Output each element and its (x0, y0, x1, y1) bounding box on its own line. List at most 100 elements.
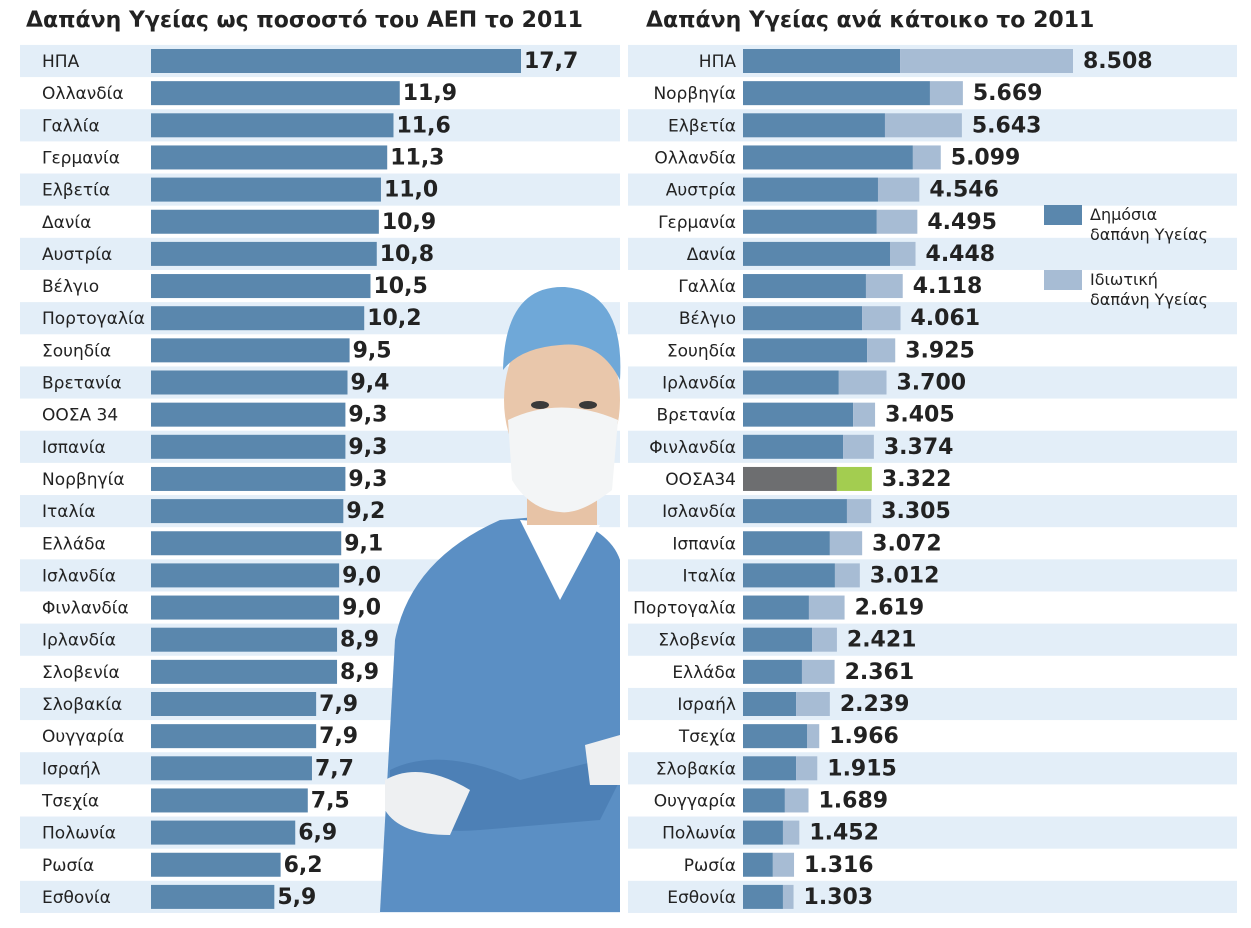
value-label: 11,9 (403, 81, 457, 106)
bar-segment (796, 692, 830, 716)
bar-segment (743, 81, 930, 106)
category-label: Πορτογαλία (42, 309, 145, 329)
legend-swatch (1044, 270, 1082, 290)
bar (151, 49, 521, 73)
value-label: 17,7 (524, 49, 578, 74)
bar-segment (877, 177, 920, 202)
bar-segment (743, 306, 863, 331)
category-label: Ισλανδία (42, 566, 116, 586)
value-label: 8,9 (340, 660, 379, 685)
category-label: ΗΠΑ (699, 52, 737, 72)
category-label: Τσεχία (41, 791, 99, 811)
bar-segment (743, 499, 847, 524)
bar-segment (782, 884, 794, 909)
bar (151, 563, 340, 588)
category-label: Γερμανία (42, 148, 120, 168)
category-label: Δανία (687, 245, 736, 265)
bar-segment (865, 274, 903, 299)
value-label: 10,9 (382, 210, 436, 235)
category-label: Ρωσία (684, 856, 736, 876)
bar (151, 499, 344, 524)
row-band (628, 237, 1237, 270)
row-band (628, 302, 1237, 335)
total-label: 3.322 (882, 467, 952, 492)
bar (151, 659, 338, 684)
value-label: 10,5 (373, 274, 427, 299)
value-label: 10,2 (367, 306, 421, 331)
category-label: ΗΠΑ (42, 52, 80, 72)
value-label: 6,9 (298, 821, 337, 846)
value-label: 6,2 (284, 853, 323, 878)
value-label: 9,0 (342, 596, 381, 621)
category-label: Ελλάδα (672, 663, 736, 683)
total-label: 3.700 (897, 371, 967, 396)
category-label: Φινλανδία (42, 599, 129, 619)
total-label: 4.448 (926, 242, 996, 267)
total-label: 1.316 (804, 853, 874, 878)
category-label: Ισλανδία (662, 502, 736, 522)
bar-segment (784, 788, 809, 813)
bar-segment (743, 177, 878, 202)
value-label: 11,0 (384, 178, 438, 203)
total-label: 3.012 (870, 563, 940, 588)
category-label: Σουηδία (42, 341, 111, 361)
total-label: 4.495 (927, 210, 997, 235)
legend-swatch (1044, 205, 1082, 225)
total-label: 1.966 (829, 724, 899, 749)
bar-segment (890, 241, 916, 266)
bar (151, 756, 312, 781)
bar-segment (862, 306, 901, 331)
bar-segment (743, 241, 891, 266)
bar (151, 306, 365, 331)
bar (151, 402, 346, 427)
category-label: Σλοβενία (658, 631, 736, 651)
bar (151, 370, 348, 395)
bar (151, 209, 379, 234)
chart-title: Δαπάνη Υγείας ως ποσοστό του ΑΕΠ το 2011 (26, 8, 583, 33)
bar (151, 724, 317, 749)
bar (151, 177, 381, 202)
total-label: 2.421 (847, 628, 917, 653)
bar-segment (853, 402, 876, 427)
value-label: 7,9 (319, 724, 358, 749)
bar-segment (772, 852, 795, 877)
total-label: 1.689 (819, 788, 889, 813)
row-band (628, 495, 1237, 528)
bar-segment (743, 49, 901, 73)
category-label: Σλοβακία (656, 759, 736, 779)
row-band (628, 623, 1237, 656)
bar (151, 692, 317, 716)
bar (151, 338, 350, 363)
bar (151, 113, 394, 138)
value-label: 9,1 (344, 531, 383, 556)
bar-segment (782, 820, 800, 845)
value-label: 7,9 (319, 692, 358, 717)
row-band (628, 752, 1237, 785)
category-label: ΟΟΣΑ 34 (42, 406, 118, 426)
total-label: 3.374 (884, 435, 954, 460)
category-label: Δανία (42, 213, 91, 233)
bar-segment (796, 756, 818, 781)
category-label: Ισραήλ (677, 695, 736, 715)
category-label: Ρωσία (42, 856, 94, 876)
total-label: 4.546 (929, 178, 999, 203)
category-label: Ολλανδία (654, 148, 736, 168)
category-label: Ιταλία (683, 566, 736, 586)
category-label: Εσθονία (667, 888, 736, 908)
bar (151, 852, 281, 877)
category-label: Πολωνία (662, 824, 736, 844)
category-label: Τσεχία (678, 727, 736, 747)
category-label: Νορβηγία (653, 84, 736, 104)
total-label: 5.669 (973, 81, 1043, 106)
category-label: Γαλλία (678, 277, 736, 297)
category-label: Βέλγιο (679, 309, 736, 329)
bar-segment (843, 434, 874, 459)
category-label: Ουγγαρία (42, 727, 124, 747)
total-label: 4.061 (911, 306, 981, 331)
category-label: Ολλανδία (42, 84, 124, 104)
bar-segment (836, 466, 872, 491)
row-band (628, 880, 1237, 913)
value-label: 8,9 (340, 628, 379, 653)
category-label: Ελβετία (42, 181, 110, 201)
total-label: 3.925 (905, 338, 975, 363)
